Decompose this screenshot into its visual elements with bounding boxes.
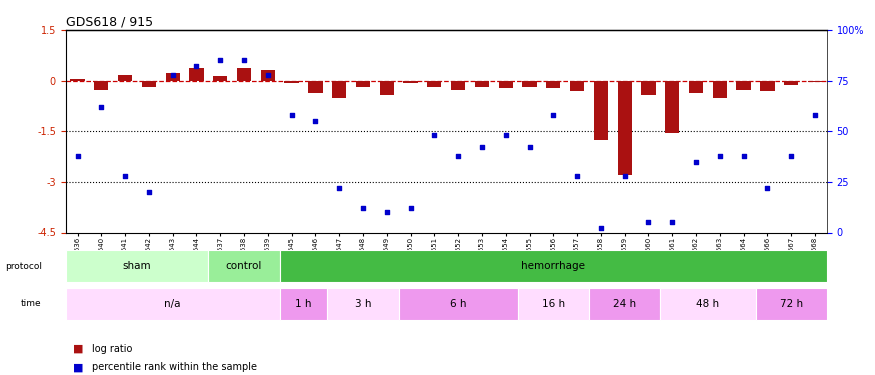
Bar <box>760 81 774 92</box>
Text: time: time <box>21 299 42 308</box>
Bar <box>66 288 280 320</box>
Point <box>452 153 466 159</box>
Text: 24 h: 24 h <box>613 299 636 309</box>
Point <box>332 185 346 191</box>
Bar <box>284 81 298 83</box>
Text: log ratio: log ratio <box>92 344 133 354</box>
Point <box>356 205 370 211</box>
Point <box>284 112 298 118</box>
Point <box>760 185 774 191</box>
Text: 3 h: 3 h <box>354 299 371 309</box>
Bar <box>189 68 204 81</box>
Text: percentile rank within the sample: percentile rank within the sample <box>92 363 257 372</box>
Point <box>546 112 560 118</box>
Point <box>261 72 275 78</box>
Point <box>522 144 536 150</box>
Bar <box>208 250 280 282</box>
Bar <box>280 250 827 282</box>
Text: GDS618 / 915: GDS618 / 915 <box>66 16 153 29</box>
Bar <box>665 81 679 133</box>
Point <box>784 153 798 159</box>
Bar <box>570 81 584 92</box>
Point <box>499 132 513 138</box>
Point <box>94 104 108 110</box>
Point <box>475 144 489 150</box>
Bar <box>594 81 608 140</box>
Text: 16 h: 16 h <box>542 299 565 309</box>
Point <box>665 219 679 225</box>
Bar <box>94 81 108 90</box>
Point <box>237 57 251 63</box>
Bar <box>403 81 417 83</box>
Point <box>618 173 632 179</box>
Text: 6 h: 6 h <box>450 299 466 309</box>
Point <box>689 159 703 165</box>
Point <box>713 153 727 159</box>
Point <box>142 189 156 195</box>
Text: 72 h: 72 h <box>780 299 802 309</box>
Bar <box>237 68 251 81</box>
Point <box>118 173 132 179</box>
Bar <box>661 288 755 320</box>
Bar <box>380 81 394 96</box>
Point <box>403 205 417 211</box>
Bar <box>142 81 156 87</box>
Bar <box>214 76 228 81</box>
Text: hemorrhage: hemorrhage <box>522 261 585 271</box>
Point <box>190 63 204 69</box>
Bar <box>332 81 346 98</box>
Bar <box>499 81 513 88</box>
Text: 1 h: 1 h <box>295 299 311 309</box>
Point <box>165 72 179 78</box>
Text: 48 h: 48 h <box>696 299 719 309</box>
Bar <box>399 288 518 320</box>
Point <box>641 219 655 225</box>
Bar <box>641 81 655 95</box>
Point <box>427 132 441 138</box>
Bar <box>165 73 180 81</box>
Bar <box>755 288 827 320</box>
Bar <box>70 79 85 81</box>
Point <box>808 112 822 118</box>
Text: ■: ■ <box>74 344 84 354</box>
Bar <box>308 81 323 93</box>
Bar <box>546 81 561 88</box>
Bar <box>475 81 489 87</box>
Text: ■: ■ <box>74 363 84 372</box>
Bar <box>451 81 466 90</box>
Bar <box>522 81 536 87</box>
Bar <box>618 81 632 175</box>
Bar <box>713 81 727 98</box>
Bar <box>356 81 370 87</box>
Point <box>737 153 751 159</box>
Text: n/a: n/a <box>164 299 181 309</box>
Bar <box>118 75 132 81</box>
Point <box>380 209 394 215</box>
Text: protocol: protocol <box>5 262 42 271</box>
Point <box>71 153 85 159</box>
Bar <box>589 288 661 320</box>
Bar <box>808 81 822 82</box>
Bar <box>784 81 798 85</box>
Text: control: control <box>226 261 262 271</box>
Text: sham: sham <box>123 261 151 271</box>
Bar <box>518 288 589 320</box>
Point <box>594 225 608 231</box>
Bar <box>427 81 442 87</box>
Bar <box>66 250 208 282</box>
Bar <box>737 81 751 90</box>
Bar <box>261 70 275 81</box>
Bar <box>689 81 704 93</box>
Bar <box>327 288 399 320</box>
Bar <box>280 288 327 320</box>
Point <box>570 173 584 179</box>
Point <box>214 57 228 63</box>
Point <box>308 118 322 124</box>
